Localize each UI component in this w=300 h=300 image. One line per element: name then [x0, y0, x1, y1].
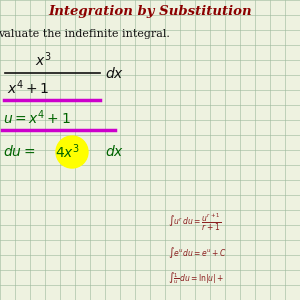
Text: $dx$: $dx$: [105, 145, 124, 160]
Text: $dx$: $dx$: [105, 65, 124, 80]
Text: $\int u^r\, du = \dfrac{u^{r+1}}{r+1}$: $\int u^r\, du = \dfrac{u^{r+1}}{r+1}$: [168, 211, 221, 233]
Text: $\int e^u du = e^u + C$: $\int e^u du = e^u + C$: [168, 244, 227, 260]
Text: Integration by Substitution: Integration by Substitution: [48, 5, 252, 19]
Text: $\int \frac{1}{u}\, du = \ln|u| +$: $\int \frac{1}{u}\, du = \ln|u| +$: [168, 270, 224, 286]
Text: valuate the indefinite integral.: valuate the indefinite integral.: [0, 29, 170, 39]
Text: $4x^3$: $4x^3$: [55, 143, 80, 161]
Text: $du = $: $du = $: [3, 145, 35, 160]
Text: $x^4 + 1$: $x^4 + 1$: [7, 79, 50, 97]
Circle shape: [56, 136, 88, 168]
Text: $x^3$: $x^3$: [35, 51, 52, 69]
Text: $u = x^4 + 1$: $u = x^4 + 1$: [3, 109, 71, 127]
